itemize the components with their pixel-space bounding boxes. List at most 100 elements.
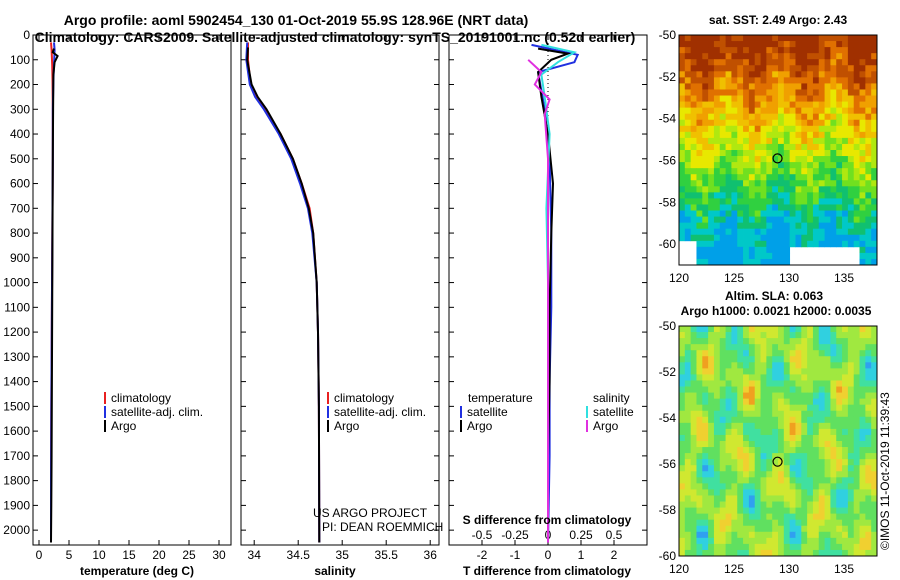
map-cell [853, 47, 860, 54]
map-cell [847, 465, 855, 472]
map-cell [702, 368, 709, 375]
map-cell [737, 258, 744, 266]
x-tick-label: 1 [578, 548, 585, 562]
map-cell [754, 258, 761, 266]
map-cell [690, 41, 697, 48]
map-cell [807, 107, 814, 115]
map-cell [760, 380, 767, 387]
map-cell [871, 483, 878, 490]
map-cell [702, 428, 709, 436]
map-cell [731, 180, 738, 187]
map-cell [778, 537, 785, 545]
map-cell [801, 228, 808, 236]
map-cell [748, 525, 756, 533]
map-cell [731, 537, 738, 545]
map-cell [679, 531, 686, 539]
map-cell [743, 35, 750, 42]
map-cell [731, 131, 738, 139]
map-cell [807, 447, 814, 454]
map-cell [836, 65, 843, 72]
map-cell [836, 125, 843, 133]
map-cell [713, 119, 721, 127]
map-cell [830, 101, 837, 109]
map-cell [679, 83, 686, 90]
map-cell [842, 453, 849, 460]
map-cell [871, 125, 878, 133]
map-cell [719, 95, 726, 102]
map-cell [824, 83, 831, 90]
map-cell [812, 531, 820, 539]
map-cell [708, 507, 715, 515]
map-cell [702, 332, 709, 339]
map-cell [760, 107, 767, 115]
map-cell [830, 192, 837, 199]
map-cell [702, 234, 709, 242]
map-cell [853, 537, 860, 545]
map-cell [725, 483, 732, 490]
map-cell [766, 216, 773, 224]
map-cell [842, 192, 849, 199]
map-cell [818, 65, 825, 72]
map-cell [801, 47, 808, 54]
map-cell [766, 453, 773, 460]
map-cell [708, 119, 715, 127]
map-cell [719, 374, 726, 381]
map-cell [702, 483, 709, 490]
sla-map: 120 125 130 135-50-52-54-56-58-60 [659, 319, 878, 576]
map-cell [818, 198, 825, 205]
map-cell [754, 174, 761, 181]
map-cell [853, 447, 860, 454]
map-cell [778, 59, 785, 66]
map-cell [690, 192, 697, 199]
map-cell [725, 162, 732, 169]
x-tick-label: 34 [248, 548, 262, 562]
map-y-tick-label: -54 [659, 411, 677, 425]
map-cell [807, 210, 814, 217]
map-cell [772, 53, 779, 60]
map-cell [824, 489, 831, 496]
map-cell [737, 83, 744, 90]
map-cell [807, 35, 814, 42]
map-cell [760, 228, 767, 236]
map-cell [836, 143, 843, 151]
map-cell [812, 398, 820, 406]
map-cell [737, 483, 744, 490]
map-cell [865, 422, 872, 430]
map-cell [766, 210, 773, 217]
map-cell [830, 41, 837, 48]
map-cell [737, 162, 744, 169]
map-cell [789, 380, 796, 387]
map-cell [760, 416, 767, 424]
map-cell [754, 507, 761, 515]
map-cell [748, 77, 756, 84]
map-cell [807, 125, 814, 133]
map-cell [847, 222, 855, 230]
map-cell [708, 53, 715, 60]
map-cell [836, 350, 843, 357]
map-cell [778, 441, 785, 448]
map-cell [772, 525, 779, 533]
map-cell [766, 531, 773, 539]
map-cell [737, 410, 744, 418]
map-cell [731, 125, 738, 133]
map-cell [725, 459, 732, 466]
map-cell [679, 35, 686, 42]
map-cell [783, 168, 791, 175]
map-cell [713, 422, 721, 430]
map-cell [871, 156, 878, 163]
map-cell [708, 453, 715, 460]
map-cell [859, 258, 866, 266]
map-cell [731, 258, 738, 266]
map-cell [853, 495, 860, 502]
map-cell [865, 489, 872, 496]
map-cell [766, 471, 773, 478]
map-cell [836, 543, 843, 551]
map-cell [783, 362, 791, 369]
map-cell [719, 222, 726, 230]
map-cell [679, 95, 686, 102]
map-cell [713, 228, 721, 236]
map-y-tick-label: -60 [659, 549, 677, 563]
map-cell [842, 204, 849, 211]
map-cell [743, 77, 750, 84]
map-cell [812, 101, 820, 109]
